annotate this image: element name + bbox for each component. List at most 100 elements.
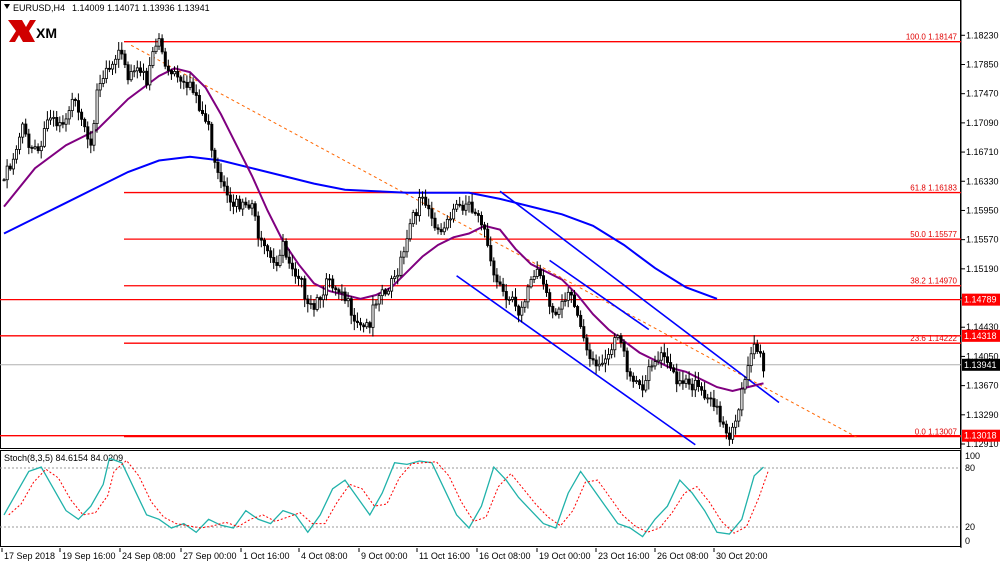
candle-body	[390, 278, 394, 292]
candle-body	[542, 275, 546, 285]
candle-body	[402, 251, 406, 258]
candle-body	[315, 297, 319, 310]
time-tick-label: 27 Sep 00:00	[183, 551, 237, 561]
price-tick-label: 1.18230	[966, 30, 999, 40]
candle-body	[724, 423, 728, 434]
price-axis: 1.18230 1.17850 1.17470 1.17090 1.16710 1.163…	[961, 30, 999, 449]
price-tick-label: 1.17470	[966, 89, 999, 99]
candle-body	[126, 64, 130, 81]
candle-body	[154, 45, 158, 53]
candle-body	[284, 240, 288, 258]
stoch-tick-100: 100	[965, 451, 980, 461]
time-tick-label: 19 Sep 16:00	[62, 551, 116, 561]
candle-body	[58, 122, 62, 127]
candle-body	[591, 358, 595, 361]
candle-body	[408, 223, 412, 240]
price-tag-label: 1.14318	[964, 331, 997, 341]
candle-body	[470, 201, 474, 213]
candle-body	[200, 110, 204, 115]
candle-body	[64, 118, 68, 125]
price-tick-label: 1.15570	[966, 235, 999, 245]
candle-body	[138, 67, 142, 73]
chart-menu-triangle-icon[interactable]	[4, 4, 10, 9]
candle-body	[520, 306, 524, 316]
candle-body	[238, 198, 242, 210]
time-tick-label: 30 Oct 20:00	[716, 551, 768, 561]
candle-body	[659, 352, 663, 361]
candle-body	[697, 379, 701, 387]
channel-upper-line	[499, 190, 780, 404]
candle-body	[89, 138, 93, 146]
candle-body	[700, 386, 704, 391]
candle-body	[582, 326, 586, 339]
candle-body	[610, 349, 614, 355]
candle-body	[622, 342, 626, 352]
candle-body	[92, 123, 96, 146]
time-tick-label: 17 Sep 2018	[4, 551, 55, 561]
candle-body	[182, 80, 186, 83]
stoch-tick-0: 0	[965, 536, 970, 546]
candle-body	[684, 378, 688, 384]
candle-body	[501, 283, 505, 292]
candle-body	[545, 283, 549, 293]
candle-body	[222, 181, 226, 187]
candle-body	[197, 95, 201, 111]
price-tag-box	[962, 293, 1000, 306]
candle-body	[529, 278, 533, 288]
candle-body	[613, 337, 617, 351]
stoch-signal-line	[8, 459, 769, 534]
candle-body	[160, 38, 164, 53]
candle-body	[228, 194, 232, 203]
candle-body	[275, 262, 279, 266]
candle-body	[253, 203, 257, 217]
candle-body	[355, 320, 359, 324]
candle-body	[495, 274, 499, 283]
candle-body	[166, 65, 170, 71]
candle-body	[461, 204, 465, 211]
candle-body	[693, 379, 697, 391]
candle-body	[638, 380, 642, 386]
candle-body	[157, 38, 161, 47]
candle-body	[600, 362, 604, 365]
candle-body	[173, 71, 177, 75]
candle-body	[672, 367, 676, 373]
candle-body	[52, 117, 56, 119]
candle-body	[101, 78, 105, 84]
stoch-title: Stoch(8,3,5) 84.6154 84.0209	[4, 453, 123, 463]
candle-body	[728, 432, 732, 440]
fib-label: 23.6 1.14222	[910, 334, 957, 343]
candle-body	[70, 98, 74, 111]
price-tick-label: 1.16710	[966, 147, 999, 157]
candle-body	[241, 201, 245, 210]
candle-body	[452, 208, 456, 220]
candle-body	[42, 128, 46, 147]
trend-lines	[130, 44, 857, 446]
candle-body	[650, 365, 654, 368]
candle-body	[297, 275, 301, 279]
candle-body	[346, 298, 350, 302]
moving-averages	[3, 67, 764, 393]
candle-body	[526, 286, 530, 303]
candle-body	[262, 239, 266, 247]
price-tags: 1.14789 1.14318 1.13941 1.13018	[962, 293, 1000, 442]
fib-label: 0.0 1.13007	[915, 428, 958, 437]
candle-body	[405, 238, 409, 253]
candle-body	[442, 227, 446, 233]
candle-body	[607, 354, 611, 360]
candle-body	[619, 335, 623, 343]
candle-body	[507, 299, 511, 301]
price-tick-label: 1.17850	[966, 59, 999, 69]
price-tag-box	[962, 429, 1000, 442]
candle-body	[300, 278, 304, 280]
header-ohlc: 1.14009 1.14071 1.13936 1.13941	[72, 3, 210, 13]
candle-body	[293, 268, 297, 277]
candle-body	[204, 113, 208, 122]
time-tick-label: 1 Oct 16:00	[243, 551, 290, 561]
candle-body	[557, 308, 561, 315]
candle-body	[483, 224, 487, 230]
candle-body	[278, 254, 282, 266]
stochastic-lines	[3, 457, 769, 538]
stoch-panel-frame	[0, 450, 961, 547]
time-tick-label: 4 Oct 08:00	[301, 551, 348, 561]
candle-body	[86, 126, 90, 140]
